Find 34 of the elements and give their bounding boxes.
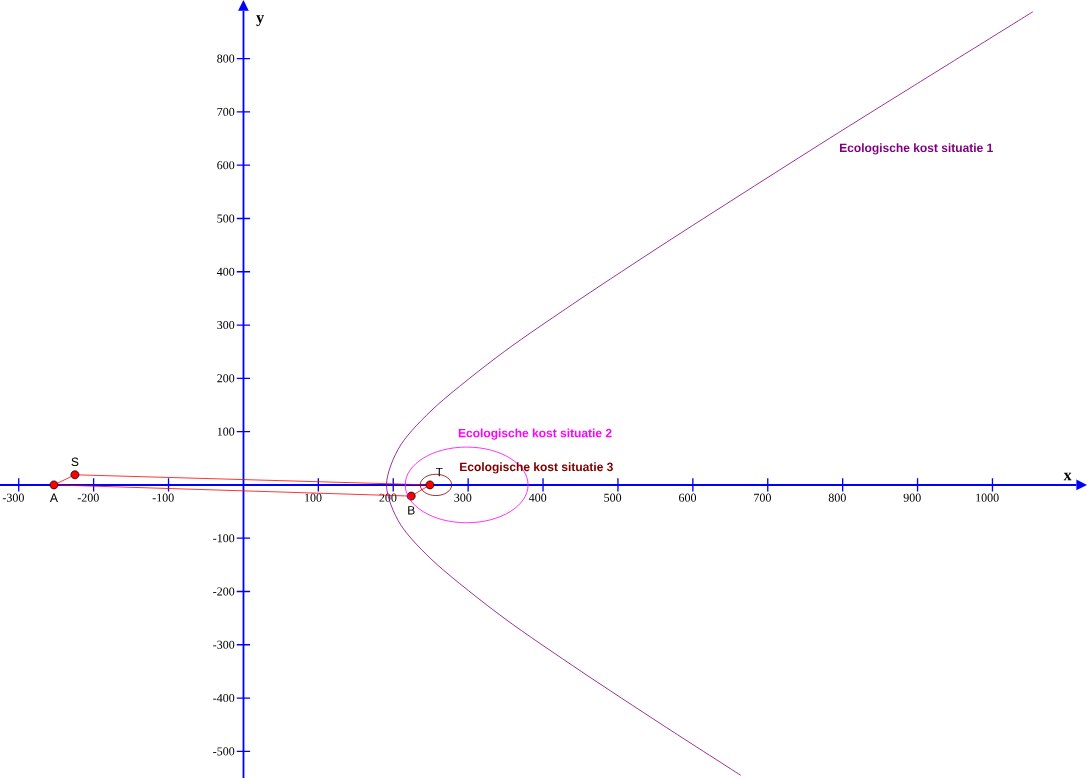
y-tick-label: 400 (216, 267, 235, 276)
y-tick-label: 200 (217, 374, 235, 383)
x-tick-label: 500 (604, 493, 622, 502)
y-tick-label: -200 (213, 587, 235, 596)
x-tick-label: 900 (903, 493, 921, 502)
x-tick-label: 400 (528, 493, 547, 502)
y-tick-label: -500 (213, 747, 235, 756)
x-tick-label: 300 (454, 493, 472, 502)
y-tick-label: 700 (217, 107, 235, 116)
x-tick-label: -100 (152, 493, 174, 502)
y-tick-label: -400 (213, 694, 235, 703)
y-tick-label: 800 (217, 54, 235, 63)
annotation: S (71, 457, 79, 467)
y-tick-label: -100 (213, 534, 235, 543)
x-tick-label: 1000 (976, 493, 999, 502)
x-tick-label: 200 (379, 493, 397, 502)
annotation: A (49, 493, 58, 502)
annotation: B (408, 506, 415, 515)
y-tick-label: 100 (217, 427, 235, 436)
x-tick-label: -300 (2, 493, 24, 502)
y-axis-title: y (256, 15, 264, 27)
x-tick-label: -200 (77, 493, 99, 502)
x-tick-label: 600 (679, 493, 697, 502)
y-tick-label: 600 (217, 161, 235, 170)
x-tick-label: 700 (754, 493, 771, 502)
y-tick-label: 500 (217, 214, 235, 223)
annotation: Ecologische kost situatie 2 (458, 428, 612, 440)
x-tick-label: 800 (828, 493, 846, 502)
annotation: Ecologische kost situatie 3 (460, 462, 613, 474)
y-tick-label: 300 (217, 320, 235, 330)
x-tick-label: 100 (305, 493, 322, 502)
y-tick-label: -300 (213, 640, 235, 649)
series-label: Ecologische kost situatie 1 (840, 143, 993, 155)
x-axis-title: x (1063, 472, 1072, 481)
